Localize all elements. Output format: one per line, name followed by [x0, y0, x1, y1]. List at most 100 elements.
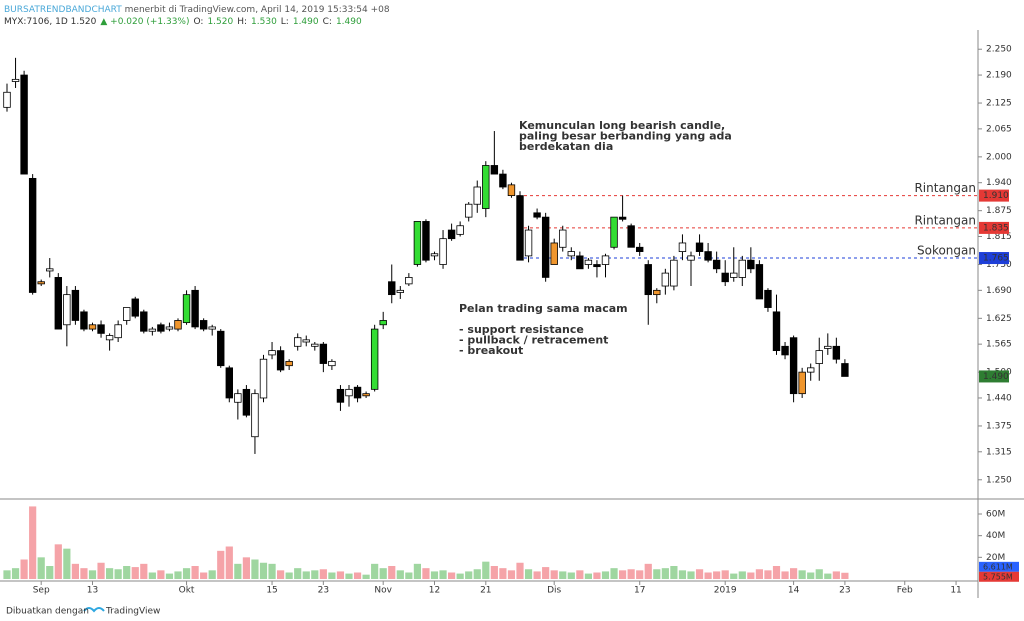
volume-bar — [131, 567, 139, 579]
level-name: Rintangan — [914, 213, 976, 227]
candle-body — [268, 350, 276, 356]
candle-body — [712, 259, 721, 270]
candle-body — [695, 242, 704, 252]
y-tick-label: 1.315 — [986, 447, 1012, 457]
candle-body — [670, 259, 678, 287]
volume-bar — [88, 570, 97, 579]
volume-tag — [979, 571, 1019, 582]
candle-body — [199, 320, 208, 330]
level-tag — [979, 189, 1009, 202]
y-tick-label: 1.440 — [986, 393, 1012, 403]
volume-bar — [507, 570, 516, 579]
volume-bar — [319, 569, 327, 579]
volume-bar — [619, 570, 627, 579]
candle-body — [259, 358, 268, 399]
volume-bar — [97, 562, 105, 579]
candle-body — [661, 272, 670, 287]
volume-bar — [781, 571, 789, 579]
volume-bar — [362, 574, 370, 579]
ticker-part: L: — [281, 17, 289, 27]
volume-bar — [448, 572, 456, 579]
volume-bar — [114, 569, 122, 579]
candle-body — [157, 324, 165, 332]
candle-body — [114, 324, 122, 339]
annotation: - breakout — [459, 344, 523, 357]
level-name: Sokongan — [917, 244, 976, 258]
volume-bar — [841, 572, 849, 579]
volume-bar — [268, 563, 276, 579]
candle-body — [704, 251, 712, 261]
volume-bar — [3, 570, 11, 579]
ticker-part: 1.530 — [251, 17, 277, 27]
volume-bar — [687, 571, 695, 579]
candle-body — [576, 255, 584, 270]
y-tick-label: 1.815 — [986, 232, 1012, 242]
volume-bar — [63, 548, 71, 579]
volume-bar — [157, 570, 165, 579]
candle-body — [507, 184, 516, 197]
volume-bar — [379, 568, 387, 579]
footer-brand: TradingView — [105, 607, 160, 617]
candle-body — [54, 277, 62, 330]
volume-bar — [20, 559, 28, 579]
volume-bar — [713, 571, 721, 579]
volume-bar — [593, 572, 601, 579]
volume-bar — [217, 550, 225, 579]
volume-tick-label: 60M — [986, 510, 1005, 520]
ticker-part: H: — [237, 17, 247, 27]
candle-body — [97, 324, 105, 334]
volume-bar — [148, 572, 156, 579]
candle-body — [123, 307, 131, 321]
volume-bar — [738, 571, 746, 579]
volume-bar — [71, 563, 79, 579]
candle-body — [276, 350, 285, 371]
candle-body — [422, 221, 430, 261]
volume-bar — [499, 568, 507, 579]
volume-tick-label: 40M — [986, 531, 1005, 541]
x-tick-label: 2019 — [714, 586, 737, 596]
candle-body — [182, 294, 191, 324]
candle-body — [653, 289, 661, 296]
candle-body — [627, 225, 635, 248]
volume-bar — [388, 566, 396, 579]
candle-body — [755, 264, 764, 300]
volume-bar — [413, 563, 421, 579]
x-tick-label: 21 — [480, 586, 491, 596]
ticker-part: O: — [193, 17, 203, 27]
candle-body — [439, 238, 447, 265]
ticker-part: 1.490 — [336, 17, 362, 27]
candle-body — [721, 272, 729, 283]
candle-body — [370, 328, 379, 390]
candle-body — [610, 216, 618, 248]
candle-body — [644, 264, 652, 296]
candle-body — [46, 268, 54, 272]
volume-bar — [516, 562, 524, 579]
candle-body — [584, 259, 593, 265]
annotation: Pelan trading sama macam — [459, 302, 628, 315]
candle-body — [234, 393, 242, 403]
level-name: Rintangan — [914, 181, 976, 195]
candle-body — [208, 326, 216, 330]
candle-body — [456, 225, 464, 235]
candle-body — [559, 229, 567, 248]
volume-bar — [294, 568, 302, 579]
volume-bar — [225, 546, 233, 579]
candle-body — [618, 216, 627, 220]
volume-bar — [182, 568, 191, 579]
volume-bar — [559, 571, 567, 579]
candle-body — [319, 343, 328, 364]
y-tick-label: 2.190 — [986, 71, 1012, 81]
candle-body — [593, 264, 601, 268]
volume-bar — [251, 559, 259, 579]
y-tick-label: 1.375 — [986, 421, 1012, 431]
candle-body — [464, 203, 473, 218]
candle-body — [405, 277, 413, 285]
volume-bar — [465, 571, 473, 579]
annotation: berdekatan dia — [519, 140, 613, 153]
candle-body — [567, 251, 575, 257]
candle-body — [148, 328, 157, 332]
y-tick-label: 1.625 — [986, 314, 1012, 324]
candle-body — [636, 246, 644, 252]
volume-bar — [345, 573, 353, 579]
volume-bar — [371, 563, 379, 579]
